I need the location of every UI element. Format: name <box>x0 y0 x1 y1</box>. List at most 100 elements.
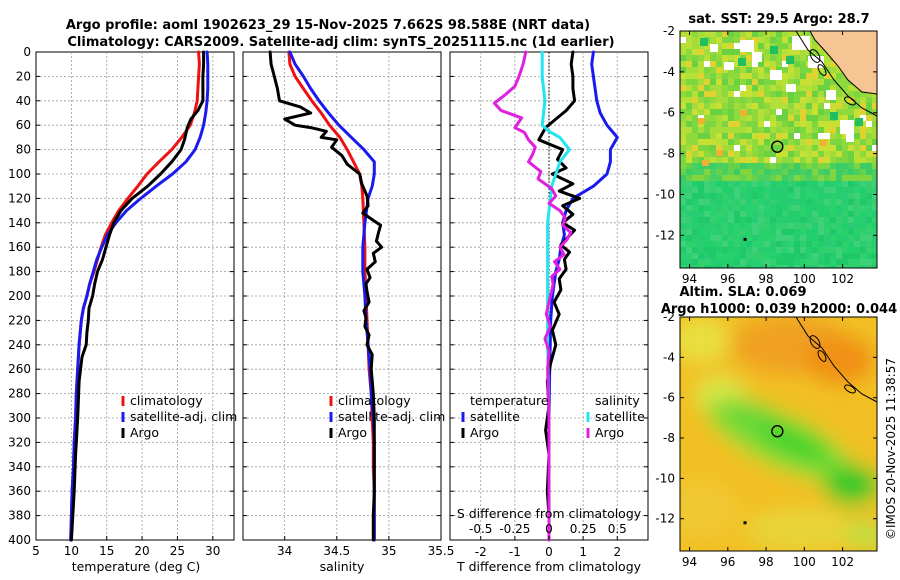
x2-tick-label: -0.5 <box>469 522 492 536</box>
sst-cell <box>680 175 686 181</box>
sst-cell <box>842 85 848 91</box>
sst-cell <box>860 133 866 139</box>
legend-label-argo: Argo <box>338 425 367 440</box>
sst-cell <box>758 37 764 43</box>
sst-cell <box>800 181 806 187</box>
sst-cell <box>782 73 788 79</box>
sst-cell <box>764 181 770 187</box>
legend-label-climatology: climatology <box>130 393 203 408</box>
sst-cell <box>722 31 728 37</box>
sst-cell <box>800 199 806 205</box>
sst-cell <box>806 265 812 268</box>
main-title-line1: Argo profile: aoml 1902623_29 15-Nov-202… <box>66 18 590 33</box>
sst-cell <box>776 55 782 61</box>
sst-cell <box>872 265 877 268</box>
sst-cell <box>836 73 842 79</box>
sst-cell <box>842 235 848 241</box>
sst-cell <box>812 133 818 139</box>
sst-cell <box>836 217 842 223</box>
sst-map-dot <box>743 237 747 241</box>
sst-cell <box>776 121 782 127</box>
sst-cell <box>806 163 812 169</box>
sst-cell <box>782 205 788 211</box>
sst-cell <box>824 217 830 223</box>
sst-cell <box>782 223 788 229</box>
sst-cell <box>710 181 716 187</box>
sst-cell <box>872 163 877 169</box>
sst-cell <box>692 43 698 49</box>
sst-cell <box>752 91 758 97</box>
map-y-tick-label: -12 <box>655 512 675 526</box>
sst-cell <box>788 73 794 79</box>
sst-map-island <box>809 49 821 63</box>
sst-cell <box>866 91 872 97</box>
sst-cell <box>686 217 692 223</box>
sst-cell <box>740 115 746 121</box>
sst-cell <box>728 91 734 97</box>
sst-cell <box>746 61 752 67</box>
sst-cell <box>680 259 686 265</box>
sla-map-contour <box>795 317 877 403</box>
sst-cell <box>764 109 770 115</box>
sst-cell <box>782 37 788 43</box>
sst-cell <box>692 253 698 259</box>
sst-cell <box>722 145 728 151</box>
sst-cell <box>818 157 824 163</box>
sst-cell <box>752 37 758 43</box>
sst-cell <box>758 169 764 175</box>
sst-cell <box>872 145 877 151</box>
sst-cell <box>782 91 788 97</box>
sst-cell <box>746 193 752 199</box>
sst-cell <box>824 235 830 241</box>
sst-cell <box>722 229 728 235</box>
sst-cell <box>704 31 710 37</box>
sst-cell <box>704 247 710 253</box>
sst-cell <box>830 211 836 217</box>
sst-cell <box>686 253 692 259</box>
sst-cell <box>716 49 722 55</box>
sst-cell <box>752 151 758 157</box>
sst-cell <box>794 193 800 199</box>
sst-cell <box>872 241 877 247</box>
sst-cell <box>716 223 722 229</box>
sst-cell <box>776 145 782 151</box>
difference-legend: temperature satellite Argo salinity sate… <box>461 393 645 440</box>
sst-cell <box>800 133 806 139</box>
sst-cell <box>782 157 788 163</box>
sst-cell <box>710 151 716 157</box>
y-tick-label: 20 <box>16 69 31 83</box>
sst-cell <box>716 175 722 181</box>
sst-cell <box>776 253 782 259</box>
sst-cell <box>740 181 746 187</box>
sst-cell <box>788 49 794 55</box>
sst-cell <box>710 79 716 85</box>
sst-cell <box>824 127 830 133</box>
map-y-tick-label: -12 <box>655 228 675 242</box>
sst-cell <box>782 265 788 268</box>
sst-cell <box>728 151 734 157</box>
sst-cell <box>764 157 770 163</box>
sst-cell <box>716 241 722 247</box>
sst-cell <box>710 253 716 259</box>
sst-cell <box>758 97 764 103</box>
sst-cell <box>818 163 824 169</box>
sst-cell <box>836 265 842 268</box>
sst-cell <box>698 127 704 133</box>
sst-cell <box>776 205 782 211</box>
sst-cell <box>794 31 800 37</box>
y-tick-label: 0 <box>23 45 31 59</box>
sst-cell <box>806 193 812 199</box>
sst-cell <box>740 127 746 133</box>
legend-label-satellite: satellite-adj. clim <box>338 409 445 424</box>
sst-cell <box>842 193 848 199</box>
sst-cell <box>872 247 877 253</box>
sst-cell <box>738 58 746 66</box>
sst-cell <box>710 217 716 223</box>
sst-cell <box>854 211 860 217</box>
sst-cell <box>860 109 866 115</box>
sst-cell <box>860 199 866 205</box>
sst-cell <box>788 145 794 151</box>
sst-cell <box>680 127 686 133</box>
map-y-tick-label: -2 <box>663 310 675 324</box>
sst-cell <box>758 133 764 139</box>
